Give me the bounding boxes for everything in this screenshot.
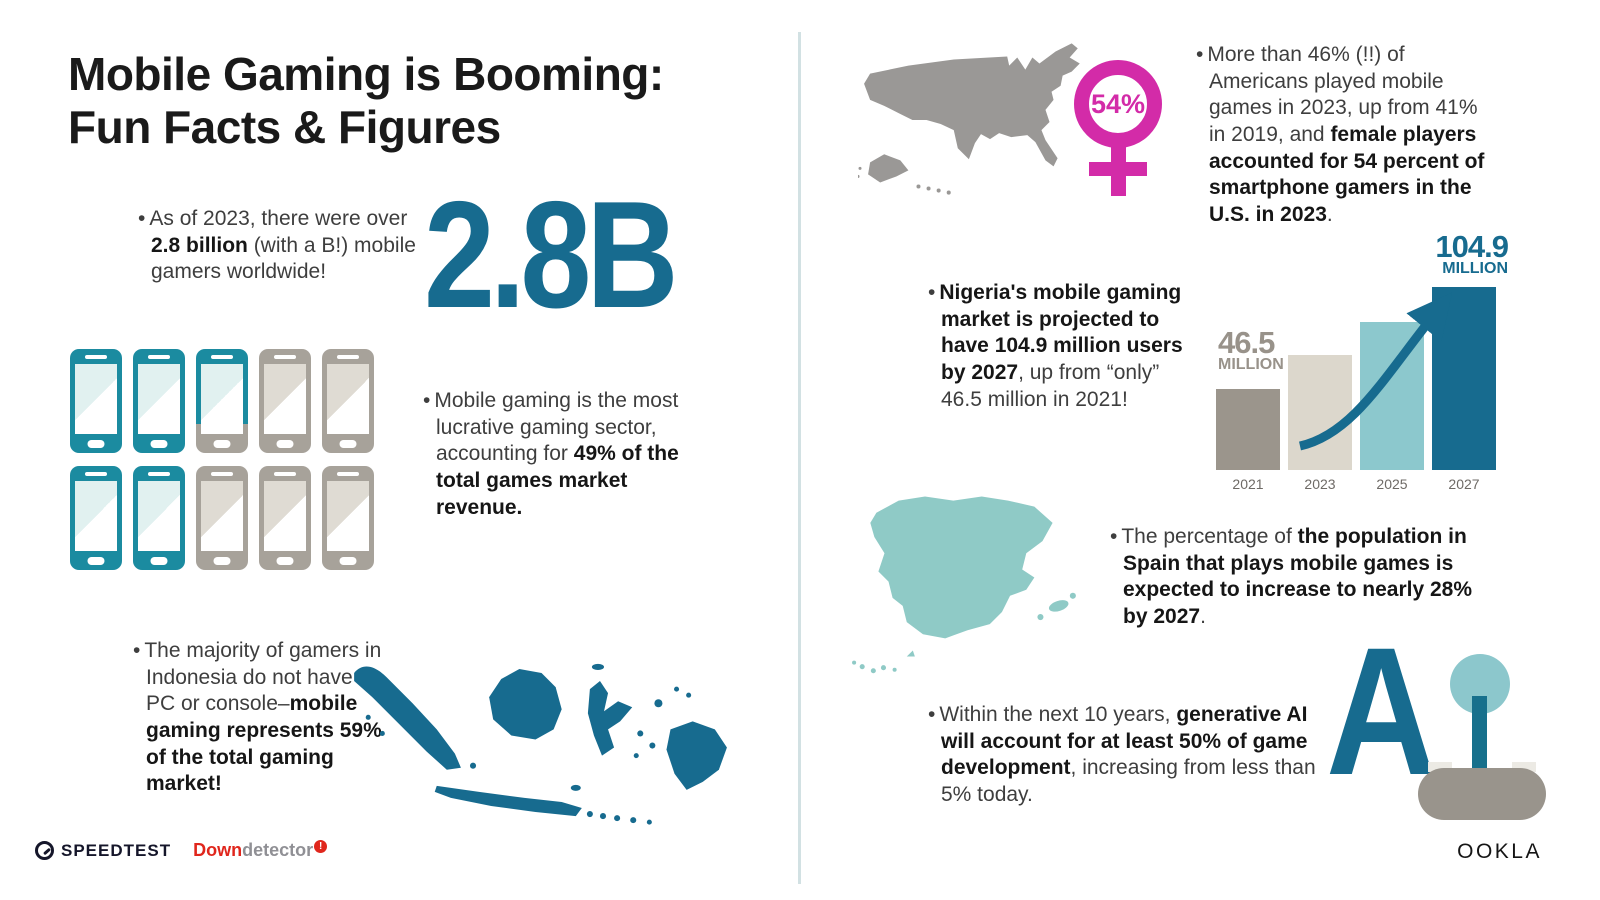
downdetector-exclamation-icon: ! [314, 840, 328, 853]
bar-year-label: 2023 [1304, 476, 1336, 492]
chart-label-2021: 46.5 MILLION [1218, 325, 1284, 374]
bar-column-2023: 2023 [1288, 355, 1352, 494]
big-stat-2-8b: 2.8B [424, 170, 679, 340]
usa-map [858, 43, 1080, 195]
joystick-stem [1472, 696, 1487, 786]
downdetector-logo: Downdetector! [193, 840, 328, 861]
fact-usa: • More than 46% (!!) of Americans played … [1196, 42, 1488, 229]
downdetector-word-detector: detector [242, 840, 314, 860]
page-title: Mobile Gaming is Booming: Fun Facts & Fi… [68, 48, 664, 155]
chart-label-2027-value: 104.9 [1435, 229, 1509, 264]
fact-spain: • The percentage of the population in Spa… [1110, 524, 1498, 631]
bullet-dot: • [1110, 525, 1118, 548]
ookla-logo: OOKLA [1457, 840, 1542, 863]
phone-grid [70, 349, 374, 570]
fact-market-revenue: • Mobile gaming is the most lucrative gam… [423, 388, 681, 521]
chart-label-2027-unit: MILLION [1442, 260, 1508, 278]
fact-nigeria-text: Nigeria's mobile gaming market is projec… [939, 281, 1183, 411]
phone-icon-split [196, 349, 248, 453]
fact-nigeria: • Nigeria's mobile gaming market is proje… [928, 280, 1190, 413]
phone-icon-teal [133, 349, 185, 453]
female-symbol-badge: 54% [1072, 58, 1164, 198]
joystick-button-right [1512, 762, 1536, 772]
nigeria-bar-chart: 46.5 MILLION 104.9 MILLION 2021 2023 2025 2… [1216, 231, 1512, 494]
fact-gamers-text: As of 2023, there were over 2.8 billion … [149, 207, 416, 284]
footer-logos: SPEEDTEST Downdetector! [35, 840, 328, 861]
fact-ai-text: Within the next 10 years, generative AI … [939, 703, 1316, 806]
phone-icon-teal [70, 349, 122, 453]
phone-icon-gray [196, 466, 248, 570]
bar-year-label: 2021 [1232, 476, 1264, 492]
bullet-dot: • [1196, 43, 1204, 66]
fact-revenue-text: Mobile gaming is the most lucrative gami… [434, 389, 679, 519]
fact-generative-ai: • Within the next 10 years, generative AI… [928, 702, 1328, 809]
speedtest-gauge-icon [35, 841, 54, 860]
chart-label-2021-unit: MILLION [1218, 356, 1284, 374]
bullet-dot: • [928, 281, 936, 304]
bullet-dot: • [928, 703, 936, 726]
fact-indonesia: • The majority of gamers in Indonesia do … [133, 638, 385, 798]
female-gamers-percent: 54% [1090, 88, 1146, 119]
bullet-dot: • [133, 639, 141, 662]
downdetector-word-down: Down [193, 840, 243, 860]
bar-column-2021: 2021 [1216, 389, 1280, 494]
fact-usa-text: More than 46% (!!) of Americans played m… [1207, 43, 1485, 226]
phone-icon-gray [322, 349, 374, 453]
joystick-button-left [1428, 762, 1452, 772]
ai-joystick-graphic: A [1326, 609, 1556, 824]
bar-2023 [1288, 355, 1352, 470]
phone-icon-gray [259, 466, 311, 570]
chart-label-2021-value: 46.5 [1218, 325, 1275, 360]
bullet-dot: • [138, 207, 146, 230]
title-line-2: Fun Facts & Figures [68, 101, 501, 154]
fact-spain-text: The percentage of the population in Spai… [1121, 525, 1472, 628]
bar-2021 [1216, 389, 1280, 470]
ai-letter-a: A [1326, 609, 1436, 813]
bar-year-label: 2025 [1376, 476, 1408, 492]
joystick-base [1418, 768, 1546, 820]
phone-icon-gray [322, 466, 374, 570]
female-symbol-crossbar [1089, 162, 1147, 176]
growth-arrow-icon [1298, 292, 1453, 451]
phone-icon-teal [133, 466, 185, 570]
phone-icon-gray [259, 349, 311, 453]
bullet-dot: • [423, 389, 431, 412]
indonesia-map [354, 663, 727, 825]
fact-indonesia-text: The majority of gamers in Indonesia do n… [144, 639, 382, 796]
chart-label-2027: 104.9 MILLION [1435, 229, 1509, 278]
fact-gamers-worldwide: • As of 2023, there were over 2.8 billion… [138, 206, 423, 286]
phone-icon-teal [70, 466, 122, 570]
spain-map [852, 496, 1076, 674]
bar-year-label: 2027 [1448, 476, 1480, 492]
column-divider [798, 32, 801, 884]
title-line-1: Mobile Gaming is Booming: [68, 48, 664, 100]
speedtest-logo: SPEEDTEST [35, 841, 171, 861]
chart-bars: 2021 2023 2025 2027 [1216, 287, 1496, 494]
speedtest-wordmark: SPEEDTEST [61, 840, 172, 860]
